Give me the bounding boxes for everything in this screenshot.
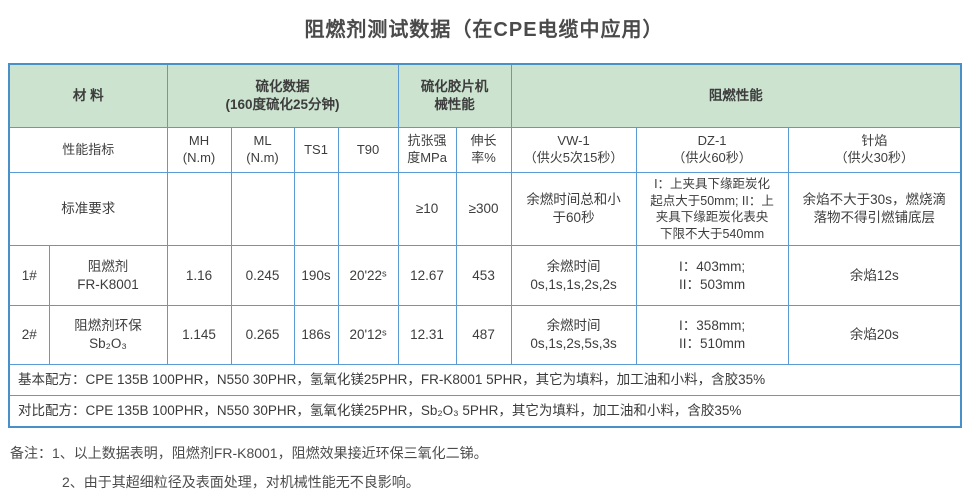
cell-t90: 20'12ˢ (337, 305, 399, 365)
table-header-group-row: 材 料 硫化数据 (160度硫化25分钟) 硫化胶片机 械性能 阻燃性能 (8, 63, 962, 128)
base-formula-text: 基本配方：CPE 135B 100PHR，N550 30PHR，氢氧化镁25PH… (8, 364, 962, 396)
page-title: 阻燃剂测试数据（在CPE电缆中应用） (304, 19, 664, 41)
col-header-vw1: VW-1 （供火5次15秒） (510, 127, 637, 173)
col-header-t90: T90 (337, 127, 399, 173)
col-header-mh: MH (N.m) (166, 127, 232, 173)
standard-t90 (337, 172, 399, 246)
cell-vw1: 余燃时间 0s,1s,1s,2s,2s (510, 245, 637, 306)
header-cure-data: 硫化数据 (160度硫化25分钟) (166, 63, 399, 128)
sample-id: 2# (8, 305, 50, 365)
cell-dz1: I：358mm; II：510mm (635, 305, 789, 365)
standard-ml (230, 172, 295, 246)
standard-tensile: ≥10 (397, 172, 457, 246)
cell-t90: 20'22ˢ (337, 245, 399, 306)
remark-line-1: 备注：1、以上数据表明，阻燃剂FR-K8001，阻燃效果接近环保三氧化二锑。 (10, 445, 488, 461)
standard-ts1 (293, 172, 339, 246)
col-header-tensile: 抗张强 度MPa (397, 127, 457, 173)
standard-label: 标准要求 (8, 172, 168, 246)
header-material: 材 料 (8, 63, 168, 128)
table-row: 2# 阻燃剂环保 Sb₂O₃ 1.145 0.265 186s 20'12ˢ 1… (8, 305, 962, 365)
compare-formula-row: 对比配方：CPE 135B 100PHR，N550 30PHR，氢氧化镁25PH… (8, 395, 962, 428)
cell-mh: 1.145 (166, 305, 232, 365)
cell-ts1: 190s (293, 245, 339, 306)
col-header-needle-flame: 针焰 （供火30秒） (787, 127, 962, 173)
sample-id: 1# (8, 245, 50, 306)
header-flame-performance: 阻燃性能 (510, 63, 962, 128)
sample-name: 阻燃剂环保 Sb₂O₃ (48, 305, 168, 365)
cell-ts1: 186s (293, 305, 339, 365)
cell-dz1: I：403mm; II：503mm (635, 245, 789, 306)
compare-formula-text: 对比配方：CPE 135B 100PHR，N550 30PHR，氢氧化镁25PH… (8, 395, 962, 428)
remarks: 备注：1、以上数据表明，阻燃剂FR-K8001，阻燃效果接近环保三氧化二锑。 2… (10, 443, 968, 493)
remark-line-2: 2、由于其超细粒径及表面处理，对机械性能无不良影响。 (62, 473, 420, 490)
cell-needle-flame: 余焰12s (787, 245, 962, 306)
standard-needle-flame: 余焰不大于30s，燃烧滴 落物不得引燃铺底层 (787, 172, 962, 246)
cell-elongation: 487 (455, 305, 512, 365)
flame-retardant-test-table: 材 料 硫化数据 (160度硫化25分钟) 硫化胶片机 械性能 阻燃性能 性能指… (8, 63, 963, 428)
table-indicator-row: 性能指标 MH (N.m) ML (N.m) TS1 T90 抗张强 度MPa … (8, 127, 962, 173)
header-mechanical: 硫化胶片机 械性能 (397, 63, 512, 128)
table-standard-row: 标准要求 ≥10 ≥300 余燃时间总和小 于60秒 I：上夹具下缘距炭化 起点… (8, 172, 962, 246)
base-formula-row: 基本配方：CPE 135B 100PHR，N550 30PHR，氢氧化镁25PH… (8, 364, 962, 396)
cell-tensile: 12.67 (397, 245, 457, 306)
cell-needle-flame: 余焰20s (787, 305, 962, 365)
col-header-dz1: DZ-1 （供火60秒） (635, 127, 789, 173)
standard-vw1: 余燃时间总和小 于60秒 (510, 172, 637, 246)
indicator-label: 性能指标 (8, 127, 168, 173)
cell-mh: 1.16 (166, 245, 232, 306)
standard-elongation: ≥300 (455, 172, 512, 246)
cell-tensile: 12.31 (397, 305, 457, 365)
cell-vw1: 余燃时间 0s,1s,2s,5s,3s (510, 305, 637, 365)
standard-mh (166, 172, 232, 246)
col-header-ml: ML (N.m) (230, 127, 295, 173)
table-row: 1# 阻燃剂 FR-K8001 1.16 0.245 190s 20'22ˢ 1… (8, 245, 962, 306)
col-header-ts1: TS1 (293, 127, 339, 173)
cell-ml: 0.265 (230, 305, 295, 365)
cell-elongation: 453 (455, 245, 512, 306)
col-header-elongation: 伸长 率% (455, 127, 512, 173)
cell-ml: 0.245 (230, 245, 295, 306)
sample-name: 阻燃剂 FR-K8001 (48, 245, 168, 306)
standard-dz1: I：上夹具下缘距炭化 起点大于50mm; II：上 夹具下缘距炭化表央 下限不大… (635, 172, 789, 246)
